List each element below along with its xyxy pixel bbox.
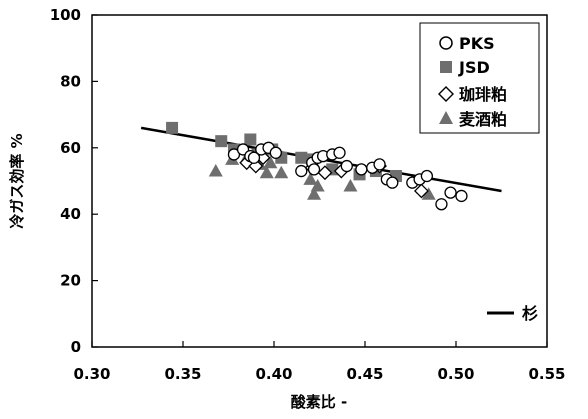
- point-pks: [334, 147, 345, 158]
- point-pks: [445, 187, 456, 198]
- x-tick-label: 0.45: [346, 365, 383, 383]
- point-jsd: [215, 135, 227, 147]
- point-jsd: [295, 152, 307, 164]
- legend-marker-jsd: [440, 61, 452, 73]
- point-pks: [270, 147, 281, 158]
- point-pks: [296, 166, 307, 177]
- fit-line-legend-label: 杉: [522, 304, 538, 323]
- legend-label-jsd: JSD: [458, 58, 490, 77]
- legend-label-coffee: 珈琲粕: [459, 85, 507, 104]
- x-tick-labels: 0.30 0.35 0.40 0.45 0.50 0.55: [73, 365, 565, 383]
- y-tick-label: 20: [60, 272, 81, 290]
- point-pks: [421, 171, 432, 182]
- point-pks: [309, 164, 320, 175]
- y-tick-label: 80: [60, 72, 81, 90]
- legend-label-beer: 麦酒粕: [459, 110, 507, 129]
- legend-marker-pks: [440, 37, 452, 49]
- point-jsd: [244, 134, 256, 146]
- y-axis-title: 冷ガス効率 %: [8, 133, 26, 228]
- x-tick-label: 0.55: [528, 365, 565, 383]
- y-tick-label: 60: [60, 139, 81, 157]
- point-pks: [341, 161, 352, 172]
- point-pks: [387, 177, 398, 188]
- point-pks: [374, 159, 385, 170]
- y-tick-labels: 0 20 40 60 80 100: [50, 6, 81, 356]
- point-pks: [356, 164, 367, 175]
- x-tick-label: 0.35: [164, 365, 201, 383]
- y-tick-label: 40: [60, 205, 81, 223]
- y-tick-label: 100: [50, 6, 81, 24]
- x-tick-label: 0.50: [437, 365, 474, 383]
- legend: PKS JSD 珈琲粕 麦酒粕: [420, 23, 539, 133]
- point-beer: [343, 179, 357, 192]
- point-pks: [436, 199, 447, 210]
- x-tick-label: 0.40: [255, 365, 292, 383]
- x-axis-title: 酸素比 -: [291, 393, 347, 411]
- data-points: [166, 122, 467, 210]
- y-tick-label: 0: [71, 338, 81, 356]
- x-tick-label: 0.30: [73, 365, 110, 383]
- point-jsd: [166, 122, 178, 134]
- legend-label-pks: PKS: [459, 34, 495, 53]
- point-pks: [456, 190, 467, 201]
- point-beer: [209, 164, 223, 177]
